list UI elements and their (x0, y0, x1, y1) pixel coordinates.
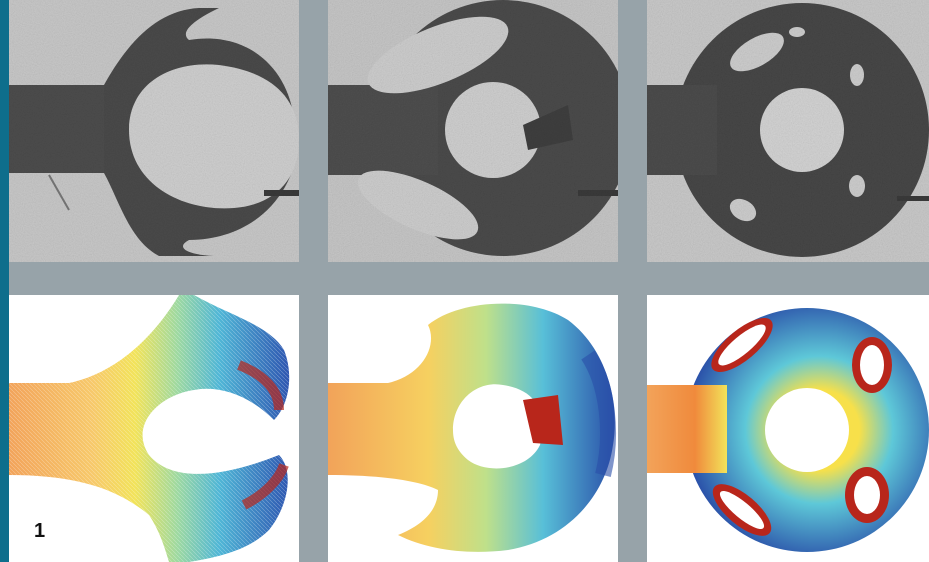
photo-panel-1 (9, 0, 299, 262)
simulation-panel-1 (9, 295, 299, 562)
photo-2-image (328, 0, 618, 262)
accent-bar (0, 0, 9, 562)
figure-number-label: 1 (34, 520, 46, 542)
photo-panel-3 (647, 0, 929, 262)
simulation-panel-3 (647, 295, 929, 562)
photo-1-image (9, 0, 299, 262)
simulation-1-image (9, 295, 290, 562)
simulation-2-image (328, 303, 616, 552)
simulation-panel-2 (328, 295, 618, 562)
simulation-3-image (647, 308, 929, 552)
photo-3-image (647, 0, 929, 262)
photo-panel-2 (328, 0, 618, 262)
